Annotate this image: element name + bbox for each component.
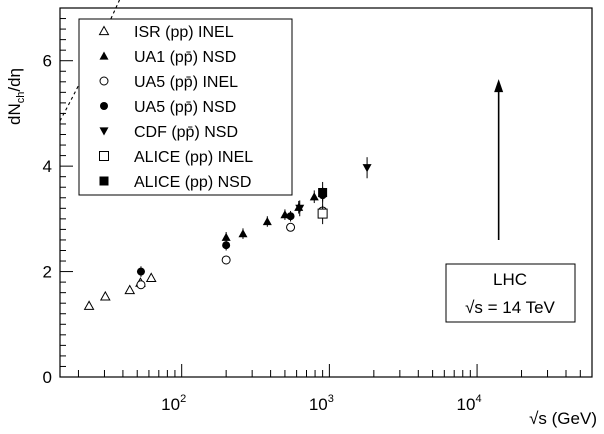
- legend-marker: [99, 151, 109, 161]
- arrow-head: [494, 79, 504, 93]
- y-tick-labels: 0 2 4 6: [43, 52, 52, 387]
- legend-entry-isr: ISR (pp) INEL: [134, 24, 234, 41]
- series-5: [317, 203, 328, 225]
- legend-marker: [99, 51, 109, 60]
- legend-marker: [100, 102, 108, 110]
- data-point: [221, 232, 231, 241]
- legend-box: [78, 18, 293, 196]
- legend-entry-ua5-inel: UA5 (pp̄) INEL: [134, 74, 238, 91]
- series-4: [295, 157, 372, 217]
- data-point: [83, 300, 95, 310]
- data-point: [136, 267, 145, 276]
- x-axis-title: √s (GeV): [529, 409, 597, 428]
- legend-markers: [98, 25, 110, 186]
- x-tick-label: 102: [161, 393, 186, 414]
- data-point: [286, 212, 295, 221]
- lhc-annotation: LHC √s = 14 TeV: [445, 263, 576, 323]
- data-point: [318, 188, 328, 197]
- data-point: [362, 164, 372, 173]
- data-point: [221, 255, 231, 265]
- x-tick-labels: 102 103 104: [161, 393, 481, 414]
- legend-entry-cdf: CDF (pp̄) NSD: [134, 124, 238, 141]
- data-point: [136, 280, 146, 290]
- lhc-label: LHC: [493, 270, 527, 289]
- series-0: [83, 272, 157, 310]
- legend: ISR (pp) INEL UA1 (pp̄) NSD UA5 (pp̄) IN…: [78, 18, 293, 196]
- x-tick-label: 103: [309, 393, 334, 414]
- y-tick-label: 6: [43, 52, 52, 71]
- data-point: [309, 192, 319, 201]
- y-tick-label: 0: [43, 368, 52, 387]
- data-point: [317, 208, 328, 219]
- data-point: [124, 284, 136, 295]
- y-axis-title: dNch/dη: [5, 68, 27, 125]
- legend-entry-ua1: UA1 (pp̄) NSD: [134, 49, 236, 66]
- y-tick-label: 2: [43, 263, 52, 282]
- x-tick-label: 104: [457, 393, 482, 414]
- series-6: [318, 181, 328, 204]
- legend-marker: [99, 76, 109, 86]
- legend-marker: [99, 176, 109, 186]
- data-points: [83, 157, 372, 310]
- data-point: [238, 229, 248, 238]
- legend-marker: [98, 25, 110, 36]
- legend-marker: [99, 127, 109, 136]
- lhc-arrow: [494, 79, 504, 240]
- lhc-energy-label: √s = 14 TeV: [465, 298, 555, 317]
- data-point: [145, 272, 157, 282]
- legend-entry-alice-inel: ALICE (pp) INEL: [134, 149, 253, 166]
- data-point: [262, 216, 272, 226]
- legend-entry-alice-nsd: ALICE (pp) NSD: [134, 174, 251, 191]
- legend-entry-ua5-nsd: UA5 (pp̄) NSD: [134, 99, 236, 116]
- plot-frame: [59, 7, 593, 378]
- data-point: [295, 204, 305, 213]
- data-point: [286, 222, 296, 232]
- y-tick-label: 4: [43, 157, 52, 176]
- data-point: [99, 290, 111, 301]
- data-point: [222, 241, 231, 250]
- axis-ticks: [60, 7, 593, 378]
- lhc-annotation-box: [445, 263, 576, 323]
